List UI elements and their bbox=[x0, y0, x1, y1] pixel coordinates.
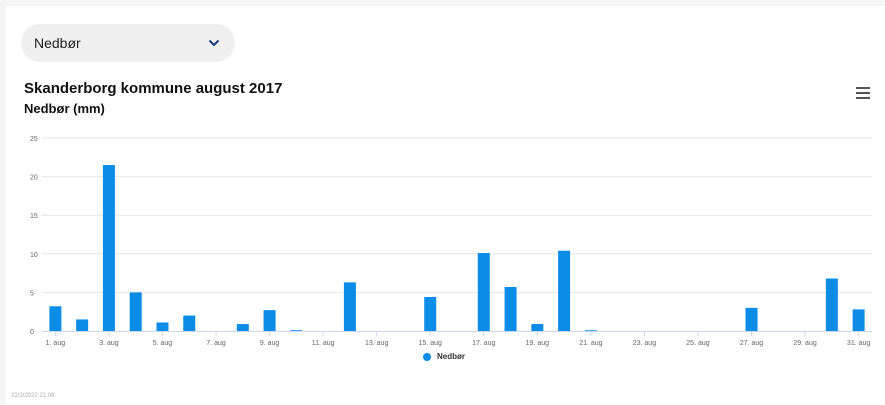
chevron-down-icon bbox=[207, 36, 221, 50]
bar bbox=[102, 165, 115, 331]
bar bbox=[531, 324, 544, 331]
bar bbox=[343, 282, 356, 331]
chart-card bbox=[6, 6, 885, 405]
x-tick-label: 7. aug bbox=[206, 340, 226, 347]
bar bbox=[129, 292, 142, 331]
x-tick-label: 13. aug bbox=[365, 340, 388, 347]
legend-marker bbox=[423, 352, 431, 361]
parameter-select[interactable]: Nedbør bbox=[21, 24, 235, 62]
timestamp: 22/2/2022 21:08 bbox=[11, 393, 55, 399]
legend[interactable]: Nedbør bbox=[423, 352, 465, 361]
x-tick-label: 1. aug bbox=[46, 340, 66, 347]
y-tick-label: 15 bbox=[30, 213, 38, 220]
bar bbox=[477, 253, 490, 331]
y-tick-label: 20 bbox=[30, 175, 38, 182]
x-tick-label: 3. aug bbox=[99, 340, 119, 347]
bar bbox=[825, 278, 838, 331]
bar bbox=[183, 315, 196, 331]
bar bbox=[236, 324, 249, 331]
x-tick-label: 19. aug bbox=[526, 340, 549, 347]
bar bbox=[424, 297, 437, 331]
y-tick-label: 5 bbox=[30, 290, 34, 297]
x-tick-label: 31. aug bbox=[847, 340, 870, 347]
x-tick-label: 23. aug bbox=[633, 340, 656, 347]
x-tick-label: 21. aug bbox=[579, 340, 602, 347]
bar bbox=[852, 309, 865, 331]
legend-label: Nedbør bbox=[437, 352, 465, 361]
x-tick-label: 25. aug bbox=[686, 340, 709, 347]
bar bbox=[290, 330, 303, 331]
hamburger-menu-icon[interactable] bbox=[856, 87, 870, 99]
bar bbox=[263, 310, 276, 331]
x-tick-label: 17. aug bbox=[472, 340, 495, 347]
x-tick-label: 27. aug bbox=[740, 340, 763, 347]
x-tick-label: 5. aug bbox=[153, 340, 173, 347]
chart-title: Skanderborg kommune august 2017 bbox=[24, 80, 283, 97]
x-tick-label: 29. aug bbox=[793, 340, 816, 347]
bar bbox=[49, 306, 62, 331]
x-tick-label: 11. aug bbox=[312, 340, 335, 347]
bar bbox=[584, 330, 597, 331]
y-tick-label: 0 bbox=[30, 329, 34, 336]
bar bbox=[156, 322, 169, 331]
bar bbox=[76, 319, 89, 331]
bar bbox=[558, 250, 571, 331]
x-tick-label: 9. aug bbox=[260, 340, 280, 347]
y-tick-label: 25 bbox=[30, 136, 38, 143]
bar bbox=[504, 286, 517, 331]
y-tick-label: 10 bbox=[30, 252, 38, 259]
parameter-select-value: Nedbør bbox=[34, 35, 81, 51]
x-tick-label: 15. aug bbox=[419, 340, 442, 347]
bar bbox=[745, 307, 758, 331]
chart-subtitle: Nedbør (mm) bbox=[24, 101, 105, 116]
